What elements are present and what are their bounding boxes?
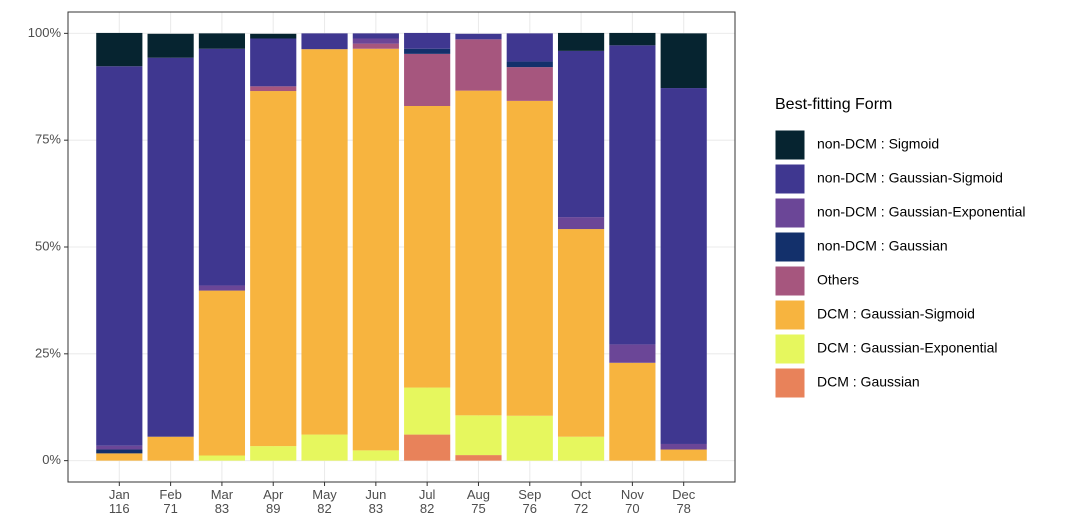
- x-tick-label: Mar 83: [210, 487, 234, 516]
- y-tick-label: 0%: [42, 452, 61, 467]
- bar-segment: [660, 33, 707, 89]
- bar-segment: [352, 38, 399, 44]
- bar-segment: [506, 33, 553, 62]
- bar-segment: [250, 38, 297, 87]
- bar-segment: [506, 100, 553, 416]
- legend-key: [774, 231, 806, 263]
- bar-segment: [198, 48, 246, 286]
- bar-segment: [506, 415, 553, 461]
- x-tick-label: Oct 72: [570, 487, 592, 516]
- bar-segment: [660, 449, 707, 461]
- plot-border: [67, 11, 736, 483]
- bar-segment: [557, 436, 605, 461]
- bar-segment: [506, 61, 553, 68]
- legend-key: [774, 367, 806, 399]
- legend-label: DCM : Gaussian-Sigmoid: [817, 306, 975, 322]
- bar-segment: [352, 33, 399, 39]
- legend-label: DCM : Gaussian: [817, 374, 920, 390]
- x-tick-label: Jul 82: [418, 487, 436, 516]
- bar-segment: [455, 90, 502, 416]
- x-tick-label: Nov 70: [620, 487, 644, 516]
- x-tick-label: Dec 78: [672, 487, 696, 516]
- legend-label: non-DCM : Gaussian: [817, 238, 948, 254]
- bar-segment: [557, 32, 605, 51]
- legend-label: non-DCM : Sigmoid: [817, 136, 939, 152]
- bar-segment: [455, 455, 502, 461]
- bar-segment: [352, 43, 399, 49]
- bar-segment: [455, 39, 502, 91]
- x-tick-label: Sep 76: [518, 487, 542, 516]
- legend-key: [774, 197, 806, 229]
- legend-key: [774, 129, 806, 161]
- bar-segment: [301, 49, 348, 435]
- bar-segment: [557, 217, 605, 230]
- bar-segment: [250, 33, 297, 39]
- legend-label: non-DCM : Gaussian-Exponential: [817, 204, 1026, 220]
- bar-segment: [609, 45, 656, 345]
- bar-segment: [609, 344, 656, 363]
- bar-segment: [557, 50, 605, 218]
- bar-segment: [147, 33, 194, 58]
- bar-segment: [147, 57, 194, 437]
- bar-segment: [198, 285, 246, 291]
- bar-segment: [404, 32, 451, 49]
- bar-segment: [404, 387, 451, 435]
- x-tick-label: Aug 75: [466, 487, 491, 516]
- y-tick-label: 50%: [35, 238, 61, 253]
- bar-segment: [96, 66, 143, 446]
- bar-segment: [301, 434, 348, 461]
- bar-segment: [404, 434, 451, 461]
- bar-segment: [250, 91, 297, 447]
- bar-segment: [198, 290, 246, 456]
- bar-segment: [455, 415, 502, 456]
- bar-segment: [352, 48, 399, 451]
- bar-segment: [506, 67, 553, 101]
- legend-label: DCM : Gaussian-Exponential: [817, 340, 998, 356]
- bar-segment: [250, 446, 297, 461]
- legend-key: [774, 265, 806, 297]
- x-tick-label: May 82: [312, 487, 337, 516]
- legend-label: Others: [817, 272, 859, 288]
- x-tick-label: Jun 83: [365, 487, 387, 516]
- bar-segment: [609, 32, 656, 46]
- bar-segment: [250, 86, 297, 92]
- bar-segment: [404, 106, 451, 388]
- bar-segment: [557, 229, 605, 437]
- bar-segment: [96, 32, 143, 67]
- bar-segment: [455, 33, 502, 40]
- legend-label: non-DCM : Gaussian-Sigmoid: [817, 170, 1003, 186]
- legend-key: [774, 333, 806, 365]
- x-tick-label: Jan 116: [108, 487, 130, 516]
- y-tick-label: 100%: [28, 25, 62, 40]
- legend-key: [774, 163, 806, 195]
- bar-segment: [352, 450, 399, 461]
- x-tick-label: Apr 89: [263, 487, 284, 516]
- bar-segment: [96, 453, 143, 461]
- bar-segment: [404, 53, 451, 106]
- y-tick-label: 75%: [35, 132, 61, 147]
- legend-title: Best-fitting Form: [775, 96, 892, 113]
- bar-segment: [96, 449, 143, 454]
- bar-segment: [198, 455, 246, 461]
- bar-segment: [404, 48, 451, 54]
- bar-segment: [198, 33, 246, 49]
- x-tick-label: Feb 71: [159, 487, 182, 516]
- bar-segment: [301, 33, 348, 50]
- legend-key: [774, 299, 806, 331]
- bar-segment: [660, 88, 707, 444]
- bar-segment: [147, 436, 194, 461]
- bar-segment: [96, 445, 143, 450]
- y-tick-label: 25%: [35, 345, 61, 360]
- bar-segment: [609, 362, 656, 461]
- bar-segment: [660, 443, 707, 450]
